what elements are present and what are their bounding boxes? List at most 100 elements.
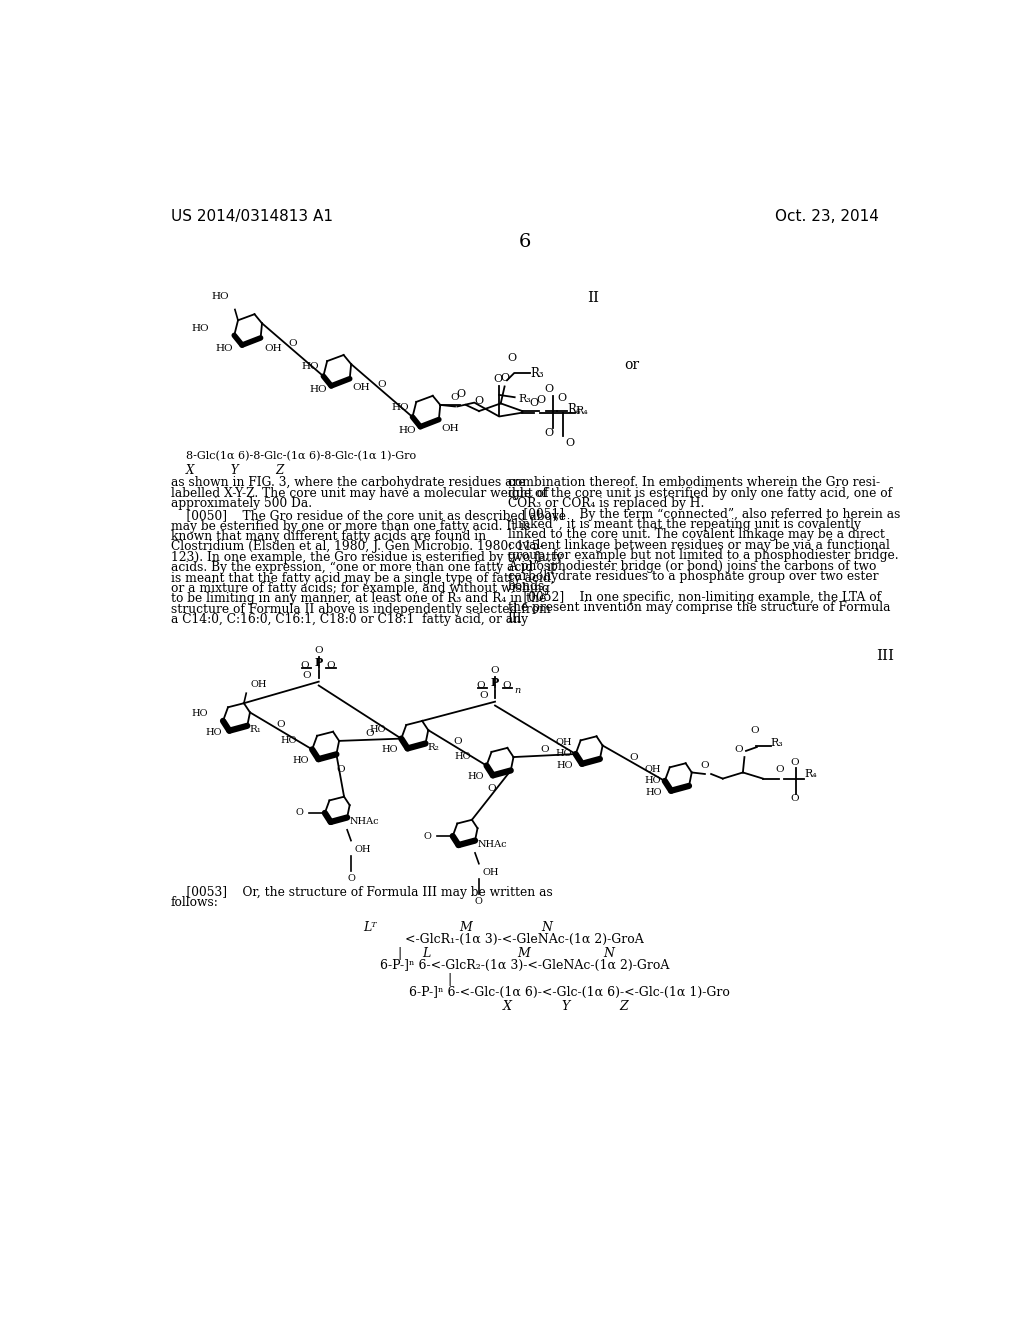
Text: HO: HO [467, 772, 483, 781]
Text: O: O [300, 661, 309, 669]
Text: M: M [517, 946, 529, 960]
Text: group, for example but not limited to a phosphodiester bridge.: group, for example but not limited to a … [508, 549, 898, 562]
Text: to be limiting in any manner, at least one of R₃ and R₄ in the: to be limiting in any manner, at least o… [171, 593, 546, 606]
Text: HO: HO [215, 343, 232, 352]
Text: NHAc: NHAc [477, 840, 507, 849]
Text: O: O [544, 384, 553, 395]
Text: R₂: R₂ [428, 743, 439, 751]
Text: combination thereof. In embodiments wherein the Gro resi-: combination thereof. In embodiments wher… [508, 477, 880, 490]
Text: as shown in FIG. 3, where the carbohydrate residues are: as shown in FIG. 3, where the carbohydra… [171, 477, 525, 490]
Text: HO: HO [645, 788, 662, 796]
Text: |: | [397, 946, 401, 960]
Text: US 2014/0314813 A1: US 2014/0314813 A1 [171, 209, 333, 223]
Text: HO: HO [398, 426, 417, 436]
Text: [0053]    Or, the structure of Formula III may be written as: [0053] Or, the structure of Formula III … [171, 886, 552, 899]
Text: O: O [544, 428, 553, 438]
Text: N: N [541, 921, 552, 933]
Text: Lᵀ: Lᵀ [364, 921, 377, 933]
Text: HO: HO [382, 746, 398, 754]
Text: R₃: R₃ [530, 367, 544, 380]
Text: O: O [453, 737, 462, 746]
Text: or a mixture of fatty acids; for example, and without wishing: or a mixture of fatty acids; for example… [171, 582, 549, 595]
Text: [0050]    The Gro residue of the core unit as described above: [0050] The Gro residue of the core unit … [171, 510, 565, 523]
Text: <-GlcR₁-(1α 3)-<-GleNAc-(1α 2)-GroA: <-GlcR₁-(1α 3)-<-GleNAc-(1α 2)-GroA [406, 933, 644, 946]
Text: O: O [378, 380, 386, 389]
Text: O: O [336, 764, 344, 774]
Text: O: O [479, 690, 487, 700]
Text: OH: OH [352, 383, 370, 392]
Text: HO: HO [205, 727, 221, 737]
Text: HO: HO [455, 752, 471, 762]
Text: O: O [503, 681, 511, 690]
Text: covalent linkage between residues or may be via a functional: covalent linkage between residues or may… [508, 539, 890, 552]
Text: Z: Z [620, 1001, 629, 1012]
Text: [0051]    By the term “connected”, also referred to herein as: [0051] By the term “connected”, also ref… [508, 508, 900, 520]
Text: OH: OH [355, 845, 372, 854]
Text: O: O [477, 681, 485, 690]
Text: due of the core unit is esterified by only one fatty acid, one of: due of the core unit is esterified by on… [508, 487, 892, 500]
Text: O: O [474, 396, 483, 407]
Text: OH: OH [482, 869, 500, 878]
Text: 6-P-]ⁿ 6-<-GlcR₂-(1α 3)-<-GleNAc-(1α 2)-GroA: 6-P-]ⁿ 6-<-GlcR₂-(1α 3)-<-GleNAc-(1α 2)-… [380, 960, 670, 973]
Text: OH: OH [644, 764, 660, 774]
Text: O: O [565, 438, 574, 447]
Text: HO: HO [281, 737, 297, 746]
Text: a C14:0, C:16:0, C16:1, C18:0 or C18:1  fatty acid, or any: a C14:0, C:16:0, C16:1, C18:0 or C18:1 f… [171, 612, 527, 626]
Text: O: O [751, 726, 759, 735]
Text: O: O [295, 808, 303, 817]
Text: HO: HO [391, 403, 409, 412]
Text: O: O [451, 393, 460, 403]
Text: known that many different fatty acids are found in: known that many different fatty acids ar… [171, 529, 485, 543]
Text: OH: OH [555, 738, 571, 747]
Text: n: n [514, 685, 520, 694]
Text: Y: Y [562, 1001, 570, 1012]
Text: O: O [537, 395, 546, 405]
Text: R₄: R₄ [567, 403, 581, 416]
Text: L: L [422, 946, 430, 960]
Text: HO: HO [302, 363, 319, 371]
Text: OH: OH [441, 424, 459, 433]
Text: N: N [603, 946, 614, 960]
Text: O: O [630, 752, 638, 762]
Text: O: O [475, 896, 483, 906]
Text: linked to the core unit. The covalent linkage may be a direct: linked to the core unit. The covalent li… [508, 528, 885, 541]
Text: III: III [876, 649, 894, 663]
Text: or: or [624, 358, 639, 372]
Text: labelled X-Y-Z. The core unit may have a molecular weight of: labelled X-Y-Z. The core unit may have a… [171, 487, 548, 500]
Text: HO: HO [556, 760, 572, 770]
Text: O: O [289, 339, 297, 348]
Text: is meant that the fatty acid may be a single type of fatty acid,: is meant that the fatty acid may be a si… [171, 572, 554, 585]
Text: HO: HO [293, 756, 309, 766]
Text: HO: HO [212, 292, 229, 301]
Text: follows:: follows: [171, 896, 218, 909]
Text: II: II [587, 290, 599, 305]
Text: may be esterified by one or more than one fatty acid. It is: may be esterified by one or more than on… [171, 520, 530, 532]
Text: R₁: R₁ [250, 725, 261, 734]
Text: M: M [459, 921, 471, 933]
Text: approximately 500 Da.: approximately 500 Da. [171, 498, 311, 511]
Text: |: | [447, 973, 452, 986]
Text: O: O [508, 354, 517, 363]
Text: bonds.: bonds. [508, 581, 549, 594]
Text: HO: HO [191, 709, 208, 718]
Text: O: O [494, 374, 503, 384]
Text: P: P [314, 657, 323, 668]
Text: COR₃ or COR₄ is replaced by H.: COR₃ or COR₄ is replaced by H. [508, 498, 705, 511]
Text: 6: 6 [518, 232, 531, 251]
Text: A phosphodiester bridge (or bond) joins the carbons of two: A phosphodiester bridge (or bond) joins … [508, 560, 877, 573]
Text: O: O [501, 374, 510, 383]
Text: X: X [504, 1001, 512, 1012]
Text: “linked”, it is meant that the repeating unit is covalently: “linked”, it is meant that the repeating… [508, 517, 860, 531]
Text: HO: HO [309, 385, 328, 395]
Text: 6-P-]ⁿ 6-<-Glc-(1α 6)-<-Glc-(1α 6)-<-Glc-(1α 1)-Gro: 6-P-]ⁿ 6-<-Glc-(1α 6)-<-Glc-(1α 6)-<-Glc… [410, 986, 730, 999]
Text: O: O [423, 832, 431, 841]
Text: P: P [490, 677, 499, 688]
Text: NHAc: NHAc [349, 817, 379, 825]
Text: structure of Formula II above is independently selected from: structure of Formula II above is indepen… [171, 603, 550, 615]
Text: O: O [557, 393, 566, 404]
Text: R₃: R₃ [771, 738, 783, 747]
Text: Clostridium (Elsden et al, 1980, J. Gen Microbio. 1980: 115-: Clostridium (Elsden et al, 1980, J. Gen … [171, 540, 544, 553]
Text: 123). In one example, the Gro residue is esterified by two fatty: 123). In one example, the Gro residue is… [171, 550, 562, 564]
Text: III: III [508, 611, 522, 624]
Text: O: O [791, 795, 799, 803]
